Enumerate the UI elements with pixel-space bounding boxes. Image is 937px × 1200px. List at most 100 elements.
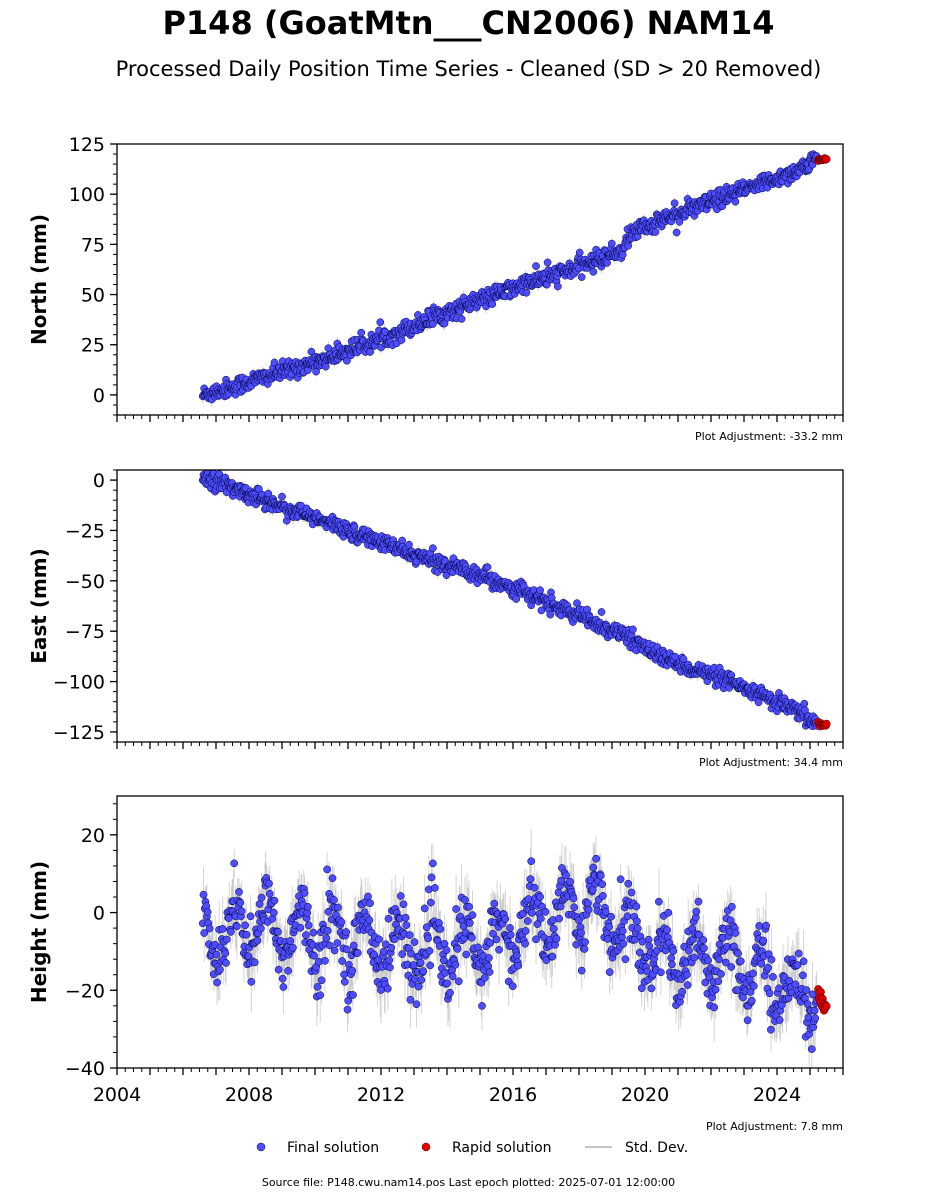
panel-1: 0 25 50 75 100 125 North (mm) Plot Adjustment: … — [27, 134, 844, 443]
final-solution-point — [256, 924, 265, 933]
final-solution-point — [313, 983, 322, 991]
y-axis-label: North (mm) — [27, 214, 51, 345]
plot-adjustment-label: Plot Adjustment: -33.2 mm — [695, 430, 843, 443]
final-solution-point — [651, 228, 660, 236]
final-solution-point — [488, 300, 497, 308]
rapid-solution-points — [814, 717, 831, 731]
final-solution-point — [278, 492, 286, 501]
final-solution-point — [577, 273, 586, 281]
final-solution-point — [205, 924, 214, 933]
final-solution-point — [376, 318, 385, 327]
rapid-solution-point — [822, 155, 831, 164]
final-solution-points — [198, 150, 821, 404]
final-solution-point — [532, 262, 540, 270]
final-solution-point — [397, 336, 406, 344]
final-solution-point — [304, 903, 312, 911]
final-solution-point — [278, 974, 287, 983]
panel-2: −125 −100 −75 −50 −25 0 East (mm) Plot Adjustme… — [27, 469, 844, 769]
final-solution-point — [241, 921, 249, 930]
final-solution-point — [253, 936, 262, 945]
final-solution-point — [246, 912, 255, 921]
y-tick-label: 50 — [81, 285, 105, 307]
final-solution-point — [233, 922, 241, 931]
final-solution-point — [199, 890, 208, 899]
final-solution-point — [546, 610, 555, 619]
plot-area — [198, 829, 831, 1068]
final-solution-point — [296, 923, 305, 932]
y-tick-label: 25 — [81, 335, 105, 357]
final-solution-point — [270, 896, 279, 905]
y-tick-label: 125 — [69, 134, 105, 156]
final-solution-point — [801, 706, 809, 715]
final-solution-point — [218, 925, 227, 933]
chart-subtitle: Processed Daily Position Time Series - C… — [115, 57, 822, 81]
final-solution-point — [429, 544, 437, 553]
y-tick-label: −100 — [53, 672, 105, 694]
final-solution-point — [522, 288, 531, 297]
final-solution-point — [286, 937, 295, 945]
final-solution-points — [198, 854, 821, 1053]
final-solution-point — [754, 698, 763, 707]
final-solution-point — [254, 485, 263, 493]
final-solution-point — [230, 859, 239, 868]
final-solution-point — [603, 259, 611, 267]
final-solution-point — [321, 362, 330, 371]
final-solution-point — [274, 927, 282, 936]
y-tick-label: 0 — [93, 385, 105, 407]
plot-adjustment-label: Plot Adjustment: 34.4 mm — [699, 756, 843, 769]
final-solution-point — [222, 959, 230, 967]
final-solution-point — [800, 699, 809, 708]
final-solution-point — [607, 239, 616, 248]
final-solution-point — [265, 889, 274, 898]
final-solution-point — [236, 898, 245, 907]
y-tick-label: 100 — [69, 184, 105, 206]
final-solution-point — [457, 315, 466, 323]
final-solution-point — [269, 908, 278, 917]
final-solution-point — [289, 943, 297, 952]
final-solution-point — [257, 893, 266, 902]
final-solution-point — [270, 358, 279, 367]
plot-frame — [116, 469, 844, 743]
final-solution-point — [321, 956, 329, 965]
final-solution-point — [222, 935, 231, 944]
final-solution-point — [440, 319, 449, 328]
rapid-solution-point — [822, 719, 831, 728]
y-axis-label: East (mm) — [27, 548, 51, 664]
final-solution-point — [536, 586, 544, 595]
final-solution-point — [216, 965, 224, 974]
final-solution-point — [553, 282, 562, 291]
final-solution-point — [366, 348, 374, 356]
final-solution-point — [537, 606, 546, 615]
final-solution-point — [250, 958, 259, 967]
plot-area — [198, 149, 831, 407]
final-solution-point — [575, 248, 584, 257]
final-solution-point — [247, 977, 256, 986]
y-tick-label: −25 — [65, 520, 105, 542]
chart-title: P148 (GoatMtn___CN2006) NAM14 — [162, 4, 775, 42]
final-solution-point — [543, 258, 552, 267]
final-solution-point — [672, 228, 681, 237]
final-solution-point — [284, 966, 292, 975]
final-solution-point — [731, 197, 740, 206]
final-solution-point — [274, 965, 283, 974]
final-solution-point — [343, 356, 351, 365]
final-solution-point — [322, 934, 331, 943]
plot-area — [198, 470, 831, 731]
final-solution-point — [242, 930, 251, 939]
final-solution-point — [302, 931, 310, 940]
final-solution-point — [300, 889, 309, 897]
y-tick-label: −75 — [65, 621, 105, 643]
final-solution-point — [310, 951, 318, 960]
final-solution-points — [198, 470, 821, 731]
final-solution-point — [589, 267, 598, 276]
final-solution-point — [483, 563, 492, 571]
final-solution-point — [235, 888, 243, 896]
final-solution-point — [304, 921, 313, 930]
y-tick-label: −50 — [65, 571, 105, 593]
final-solution-point — [316, 991, 325, 1000]
final-solution-point — [213, 978, 221, 987]
final-solution-point — [212, 950, 221, 959]
rapid-solution-points — [814, 154, 831, 165]
